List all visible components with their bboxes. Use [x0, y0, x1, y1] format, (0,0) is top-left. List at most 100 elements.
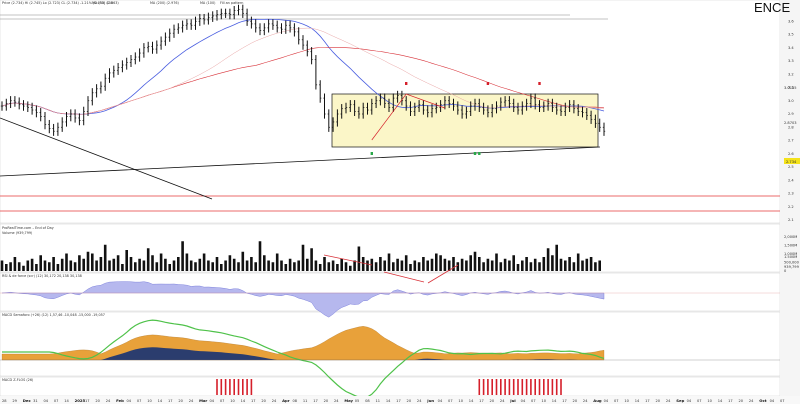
volume-trend-1 — [323, 254, 373, 266]
price-tag-label: 2.734 — [786, 160, 797, 164]
x-axis-label: 2025 — [75, 398, 86, 403]
signal-bar — [512, 379, 515, 395]
x-axis-label: Jul — [509, 398, 515, 403]
volume-bar — [576, 253, 580, 271]
signal-bar — [555, 379, 558, 395]
price-y-tick: 3.6 — [788, 19, 794, 23]
volume-bar — [568, 257, 571, 271]
volume-trend-3 — [427, 264, 459, 284]
volume-y-tick: 2,000M — [784, 235, 797, 239]
volume-bar — [172, 260, 176, 271]
x-axis-label: 07 — [220, 399, 225, 403]
x-axis-label: 14 — [635, 399, 640, 403]
x-axis-label: 24 — [189, 399, 194, 403]
volume-bar — [116, 255, 120, 271]
x-axis-label: 14 — [718, 399, 723, 403]
volume-bar — [306, 258, 309, 271]
ma-red-tag: 3.0135 — [784, 86, 797, 90]
volume-bar — [112, 258, 116, 271]
volume-bar — [241, 251, 245, 271]
x-axis-label: 04 — [126, 399, 131, 403]
volume-bar — [288, 258, 292, 271]
x-axis-label: 04 — [43, 399, 48, 403]
volume-bar — [73, 262, 77, 271]
x-axis-label: 24 — [749, 399, 754, 403]
x-axis-label: Sep — [676, 398, 684, 403]
volume-bar — [482, 262, 485, 271]
volume-bar — [108, 260, 111, 271]
volume-bar — [336, 264, 339, 271]
buy-signal — [478, 152, 481, 155]
volume-bar — [151, 255, 154, 271]
channel-legend: Fill an pattern — [220, 1, 243, 5]
volume-bar — [503, 258, 507, 271]
volume-bar — [43, 260, 47, 271]
x-axis-label: 24 — [417, 399, 422, 403]
volume-bar — [379, 257, 382, 271]
volume-bar — [134, 262, 137, 271]
price-y-tick: 2.3 — [788, 192, 794, 196]
price-y-tick: 3.5 — [788, 33, 794, 37]
signal-bar — [482, 379, 485, 395]
volume-bar — [56, 264, 60, 271]
signal-bar — [517, 379, 519, 395]
volume-bar — [499, 262, 503, 271]
volume-bar — [353, 260, 356, 271]
volume-y-axis: 2,000M 1,500M 1,000M 500,000 0 1.500M 939,799 — [784, 235, 800, 273]
x-axis-label: 14 — [552, 399, 557, 403]
moving-averages — [1, 18, 605, 115]
signal-bar — [495, 379, 498, 395]
x-axis-label: 10 — [458, 399, 463, 403]
volume-bar — [387, 253, 391, 271]
volume-bar — [529, 262, 533, 271]
volume-bar — [177, 257, 180, 271]
volume-bar — [121, 264, 124, 271]
volume-bar — [456, 262, 460, 271]
price-y-tick: 3.4 — [788, 46, 794, 50]
price-y-tick: 2.1 — [788, 218, 794, 222]
x-axis-label: 07 — [531, 399, 536, 403]
macd-line-green — [2, 319, 605, 399]
volume-bar — [254, 262, 257, 271]
x-axis-label: 04 — [521, 399, 526, 403]
volume-bar — [91, 253, 94, 271]
x-axis-label: 24 — [272, 399, 277, 403]
x-axis-label: Jun — [426, 398, 434, 403]
volume-bar — [0, 260, 4, 271]
sell-signal — [405, 82, 408, 85]
volume-bar — [95, 260, 98, 271]
ma-blue-tag: 2.8703 — [784, 121, 797, 125]
x-axis-label: 24 — [106, 399, 111, 403]
volume-bar — [52, 257, 55, 271]
x-axis-label: 20 — [407, 399, 412, 403]
volume-bar — [551, 255, 554, 271]
volume-bar — [78, 255, 81, 271]
volume-bar — [26, 260, 30, 271]
volume-current: 939,799 — [784, 265, 800, 269]
volume-bar — [314, 260, 318, 271]
volume-bar — [5, 264, 8, 271]
x-axis-label: 07 — [614, 399, 619, 403]
falling-trendline — [0, 117, 213, 200]
volume-bar — [198, 258, 202, 271]
signal-bar — [220, 379, 223, 395]
volume-bar — [22, 265, 25, 271]
price-y-tick: 2.7 — [788, 139, 794, 143]
volume-bar — [439, 255, 442, 271]
x-axis-label: 11 — [303, 399, 308, 403]
price-tag — [784, 158, 800, 164]
x-axis-label: 07 — [137, 399, 142, 403]
volume-bar — [525, 257, 528, 271]
signal-bar — [525, 379, 528, 395]
volume-bar — [258, 241, 262, 271]
x-axis-label: 20 — [324, 399, 329, 403]
x-axis-label: 04 — [604, 399, 609, 403]
ma100-legend: MA (100) — [200, 1, 216, 5]
ma50-line — [1, 18, 605, 115]
price-y-tick: 3.2 — [788, 72, 794, 76]
volume-bar — [564, 260, 567, 271]
volume-bar — [39, 255, 42, 271]
volume-bar — [263, 255, 266, 271]
x-axis-label: 05 — [355, 399, 360, 403]
x-axis-label: 07 — [54, 399, 59, 403]
